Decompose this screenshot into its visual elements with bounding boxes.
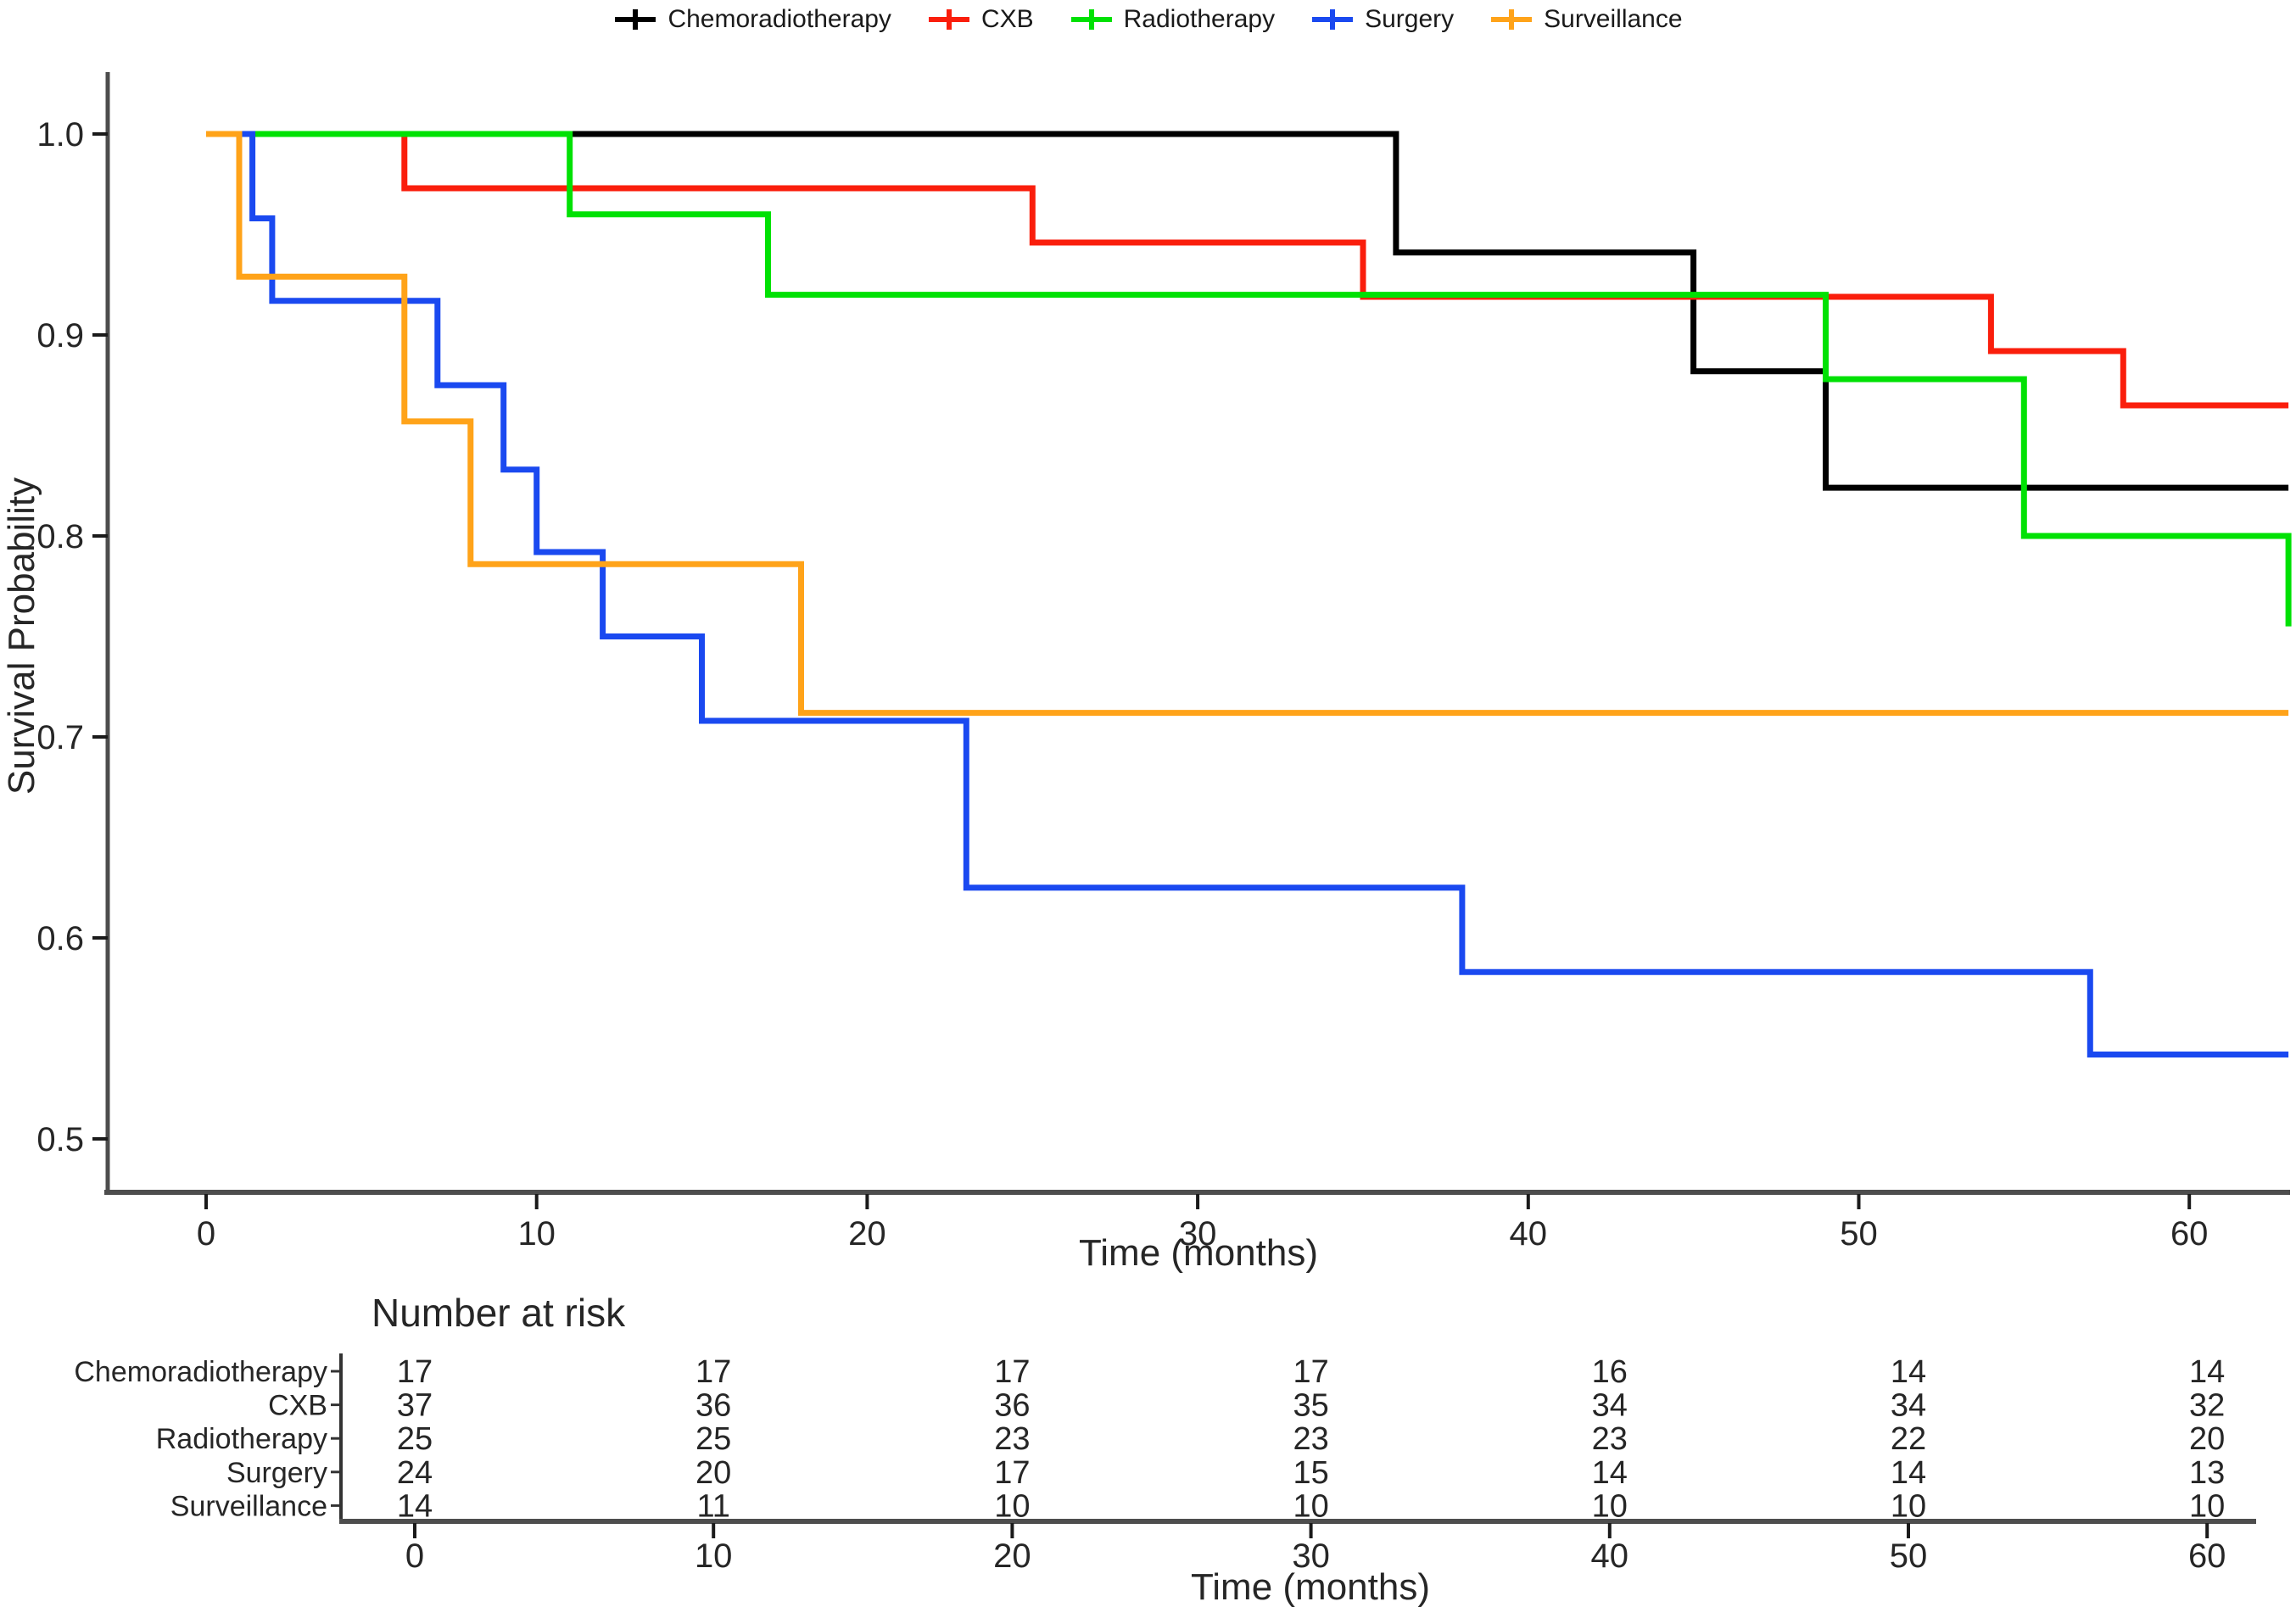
legend-key-icon xyxy=(1491,9,1533,30)
risk-count: 10 xyxy=(1293,1488,1328,1524)
risk-count: 20 xyxy=(696,1455,731,1491)
y-tick-label: 0.9 xyxy=(36,317,84,354)
risk-row-label-radiotherapy: Radiotherapy xyxy=(156,1423,327,1455)
series-line-chemoradiotherapy xyxy=(206,131,2289,491)
risk-x-tick-label: 10 xyxy=(695,1537,733,1575)
legend-key-icon xyxy=(1312,9,1354,30)
risk-count: 35 xyxy=(1293,1388,1328,1424)
series-line-radiotherapy xyxy=(206,131,2292,627)
legend-key-icon xyxy=(1070,9,1112,30)
risk-table-title: Number at risk xyxy=(371,1291,626,1335)
risk-count: 23 xyxy=(1293,1421,1328,1457)
risk-count: 10 xyxy=(2189,1488,2225,1524)
y-tick-label: 0.8 xyxy=(36,518,84,555)
risk-count: 14 xyxy=(1592,1455,1628,1491)
legend-item-label: Radiotherapy xyxy=(1123,5,1276,33)
y-axis-title: Survival Probability xyxy=(1,477,42,795)
risk-table-x-axis-title: Time (months) xyxy=(1191,1566,1430,1607)
risk-count: 25 xyxy=(696,1421,731,1457)
risk-count: 14 xyxy=(397,1488,433,1524)
legend-item-surveillance: Surveillance xyxy=(1489,5,1683,34)
risk-count: 17 xyxy=(994,1455,1030,1491)
risk-count: 23 xyxy=(994,1421,1030,1457)
risk-count: 11 xyxy=(696,1488,729,1524)
risk-count: 13 xyxy=(2189,1455,2225,1491)
risk-count: 34 xyxy=(1891,1388,1926,1424)
risk-x-tick-label: 30 xyxy=(1292,1537,1330,1575)
legend-item-surgery: Surgery xyxy=(1310,5,1454,34)
risk-count: 17 xyxy=(696,1354,731,1390)
risk-count: 22 xyxy=(1891,1421,1926,1457)
risk-count: 17 xyxy=(397,1354,433,1390)
series-line-surveillance xyxy=(206,131,2289,717)
risk-count: 20 xyxy=(2189,1421,2225,1457)
risk-x-tick-label: 20 xyxy=(993,1537,1031,1575)
risk-count: 32 xyxy=(2189,1388,2225,1424)
risk-x-tick-label: 50 xyxy=(1890,1537,1928,1575)
x-tick-label: 20 xyxy=(848,1215,886,1253)
y-tick-label: 0.6 xyxy=(36,920,84,957)
risk-table: Chemoradiotherapy 17 17 17 17 16 14 14 CXB 37 36 36… xyxy=(74,1353,2256,1575)
x-tick-label: 40 xyxy=(1510,1215,1548,1253)
x-tick-label: 60 xyxy=(2170,1215,2209,1253)
legend-key-icon xyxy=(928,9,969,30)
risk-row-label-cxb: CXB xyxy=(268,1390,327,1422)
risk-count: 37 xyxy=(397,1388,433,1424)
risk-row-label-surgery: Surgery xyxy=(226,1457,327,1489)
risk-count: 23 xyxy=(1592,1421,1628,1457)
y-tick-label: 1.0 xyxy=(36,116,84,153)
legend-item-label: Surgery xyxy=(1365,5,1455,33)
x-tick-label: 30 xyxy=(1179,1215,1217,1253)
risk-x-tick-label: 60 xyxy=(2188,1537,2226,1575)
legend-item-chemoradiotherapy: Chemoradiotherapy xyxy=(613,5,891,34)
y-tick-label: 0.5 xyxy=(36,1121,84,1158)
legend-item-radiotherapy: Radiotherapy xyxy=(1070,5,1275,34)
risk-count: 10 xyxy=(994,1488,1030,1524)
survival-curves xyxy=(206,131,2292,1057)
legend-item-label: CXB xyxy=(980,5,1034,33)
legend-key-icon xyxy=(615,9,656,30)
risk-count: 34 xyxy=(1592,1388,1628,1424)
legend-item-cxb: CXB xyxy=(927,5,1034,34)
risk-x-tick-label: 40 xyxy=(1591,1537,1629,1575)
legend: Chemoradiotherapy CXB Radiotherapy Surgery S… xyxy=(0,5,2296,34)
risk-count: 16 xyxy=(1592,1354,1628,1390)
risk-count: 25 xyxy=(397,1421,433,1457)
y-tick-label: 0.7 xyxy=(36,719,84,756)
risk-count: 14 xyxy=(1891,1354,1926,1390)
legend-item-label: Chemoradiotherapy xyxy=(668,5,891,33)
risk-count: 17 xyxy=(994,1354,1030,1390)
risk-x-tick-label: 0 xyxy=(405,1537,424,1575)
series-line-surgery xyxy=(206,131,2289,1057)
legend-item-label: Surveillance xyxy=(1544,5,1683,33)
risk-count: 14 xyxy=(1891,1455,1926,1491)
risk-count: 36 xyxy=(994,1388,1030,1424)
x-tick-label: 50 xyxy=(1840,1215,1878,1253)
risk-row-label-chemoradiotherapy: Chemoradiotherapy xyxy=(74,1356,327,1388)
x-tick-label: 10 xyxy=(517,1215,556,1253)
x-axis-title: Time (months) xyxy=(1079,1232,1318,1274)
risk-count: 14 xyxy=(2189,1354,2225,1390)
risk-count: 17 xyxy=(1293,1354,1328,1390)
axes: 1.0 0.9 0.8 0.7 0.6 0.5 0 10 20 30 40 50 60 xyxy=(36,72,2290,1253)
risk-count: 15 xyxy=(1293,1455,1328,1491)
risk-count: 10 xyxy=(1592,1488,1628,1524)
risk-count: 24 xyxy=(397,1455,433,1491)
risk-count: 10 xyxy=(1891,1488,1926,1524)
risk-count: 36 xyxy=(696,1388,731,1424)
series-line-cxb xyxy=(206,131,2289,409)
x-tick-label: 0 xyxy=(197,1215,215,1253)
risk-row-label-surveillance: Surveillance xyxy=(170,1490,327,1522)
